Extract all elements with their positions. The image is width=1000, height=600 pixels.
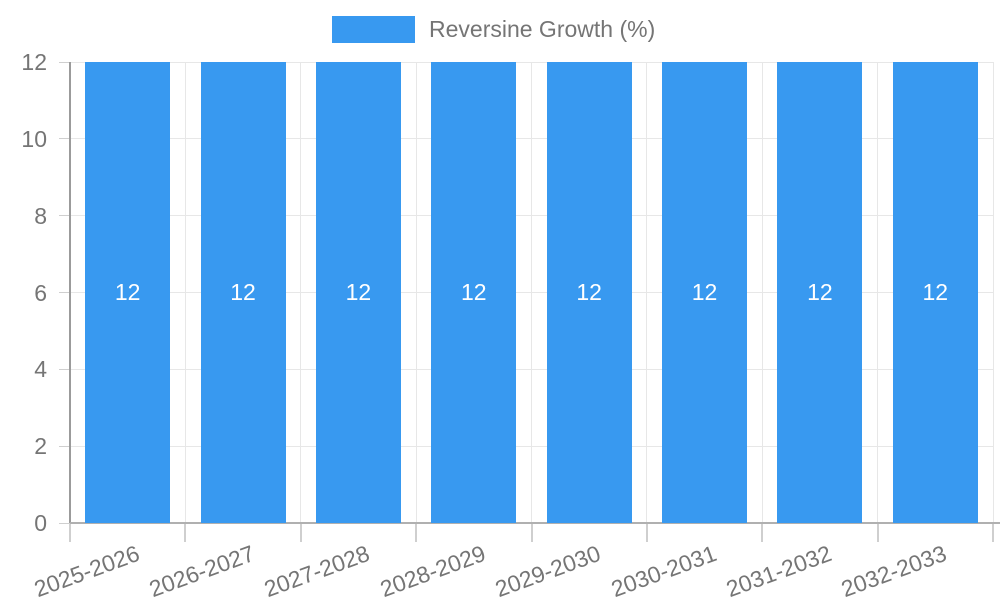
bar[interactable]: 12 bbox=[431, 62, 517, 523]
x-axis-label: 2025-2026 bbox=[30, 540, 143, 600]
bar-value-label: 12 bbox=[576, 279, 602, 305]
legend-swatch bbox=[332, 16, 415, 43]
bar[interactable]: 12 bbox=[892, 62, 978, 523]
x-gridline bbox=[300, 62, 302, 523]
y-axis-label: 4 bbox=[34, 356, 47, 383]
x-axis-tick bbox=[992, 523, 994, 542]
x-axis-tick bbox=[415, 523, 418, 542]
x-gridline bbox=[415, 62, 417, 523]
bar[interactable]: 12 bbox=[777, 62, 863, 523]
bar-value-label: 12 bbox=[345, 279, 372, 305]
bar[interactable]: 12 bbox=[315, 62, 401, 523]
x-axis-tick bbox=[645, 523, 648, 542]
y-axis-label: 12 bbox=[21, 49, 47, 75]
x-axis-tick bbox=[876, 523, 879, 542]
y-axis-label: 6 bbox=[34, 279, 47, 306]
x-axis-tick bbox=[299, 523, 302, 542]
y-axis-tick bbox=[59, 368, 70, 370]
bar-value-label: 12 bbox=[230, 279, 256, 305]
y-axis-tick bbox=[59, 445, 70, 447]
legend-label: Reversine Growth (%) bbox=[429, 16, 656, 42]
y-axis-label: 0 bbox=[34, 510, 47, 536]
bar[interactable]: 12 bbox=[662, 62, 748, 523]
y-axis-tick bbox=[59, 292, 70, 293]
x-gridline bbox=[646, 62, 648, 523]
bar-value-label: 12 bbox=[114, 279, 141, 305]
bar-value-label: 12 bbox=[922, 279, 949, 305]
y-axis-tick bbox=[59, 215, 70, 217]
x-axis-tick bbox=[69, 523, 71, 542]
bar[interactable]: 12 bbox=[200, 62, 286, 523]
x-axis-label: 2029-2030 bbox=[491, 540, 605, 600]
y-axis-line bbox=[69, 62, 71, 523]
x-gridline bbox=[761, 62, 763, 523]
x-gridline bbox=[184, 62, 186, 523]
x-axis-label: 2027-2028 bbox=[261, 540, 374, 600]
y-axis-tick bbox=[59, 138, 70, 140]
x-axis-line bbox=[70, 522, 1000, 524]
y-axis-tick bbox=[59, 522, 70, 524]
y-axis-tick bbox=[59, 61, 70, 63]
legend[interactable]: Reversine Growth (%) bbox=[332, 16, 655, 43]
x-axis-tick bbox=[184, 523, 187, 542]
y-axis-label: 10 bbox=[21, 125, 47, 152]
x-gridline bbox=[531, 62, 532, 523]
bar[interactable]: 12 bbox=[546, 62, 632, 523]
y-axis-label: 2 bbox=[34, 433, 47, 460]
x-axis-label: 2026-2027 bbox=[145, 540, 258, 600]
x-axis-label: 2028-2029 bbox=[376, 540, 489, 600]
bar[interactable]: 12 bbox=[85, 62, 171, 523]
x-axis-label: 2030-2031 bbox=[607, 540, 720, 600]
x-axis-label: 2032-2033 bbox=[837, 540, 951, 600]
y-axis-label: 8 bbox=[34, 202, 47, 229]
x-axis-label: 2031-2032 bbox=[722, 540, 835, 600]
x-axis-tick bbox=[761, 523, 764, 542]
bar-value-label: 12 bbox=[807, 279, 833, 305]
bar-value-label: 12 bbox=[461, 279, 487, 305]
x-axis-tick bbox=[530, 523, 533, 542]
bar-value-label: 12 bbox=[691, 279, 718, 305]
x-gridline bbox=[877, 62, 879, 523]
x-gridline bbox=[992, 62, 994, 523]
